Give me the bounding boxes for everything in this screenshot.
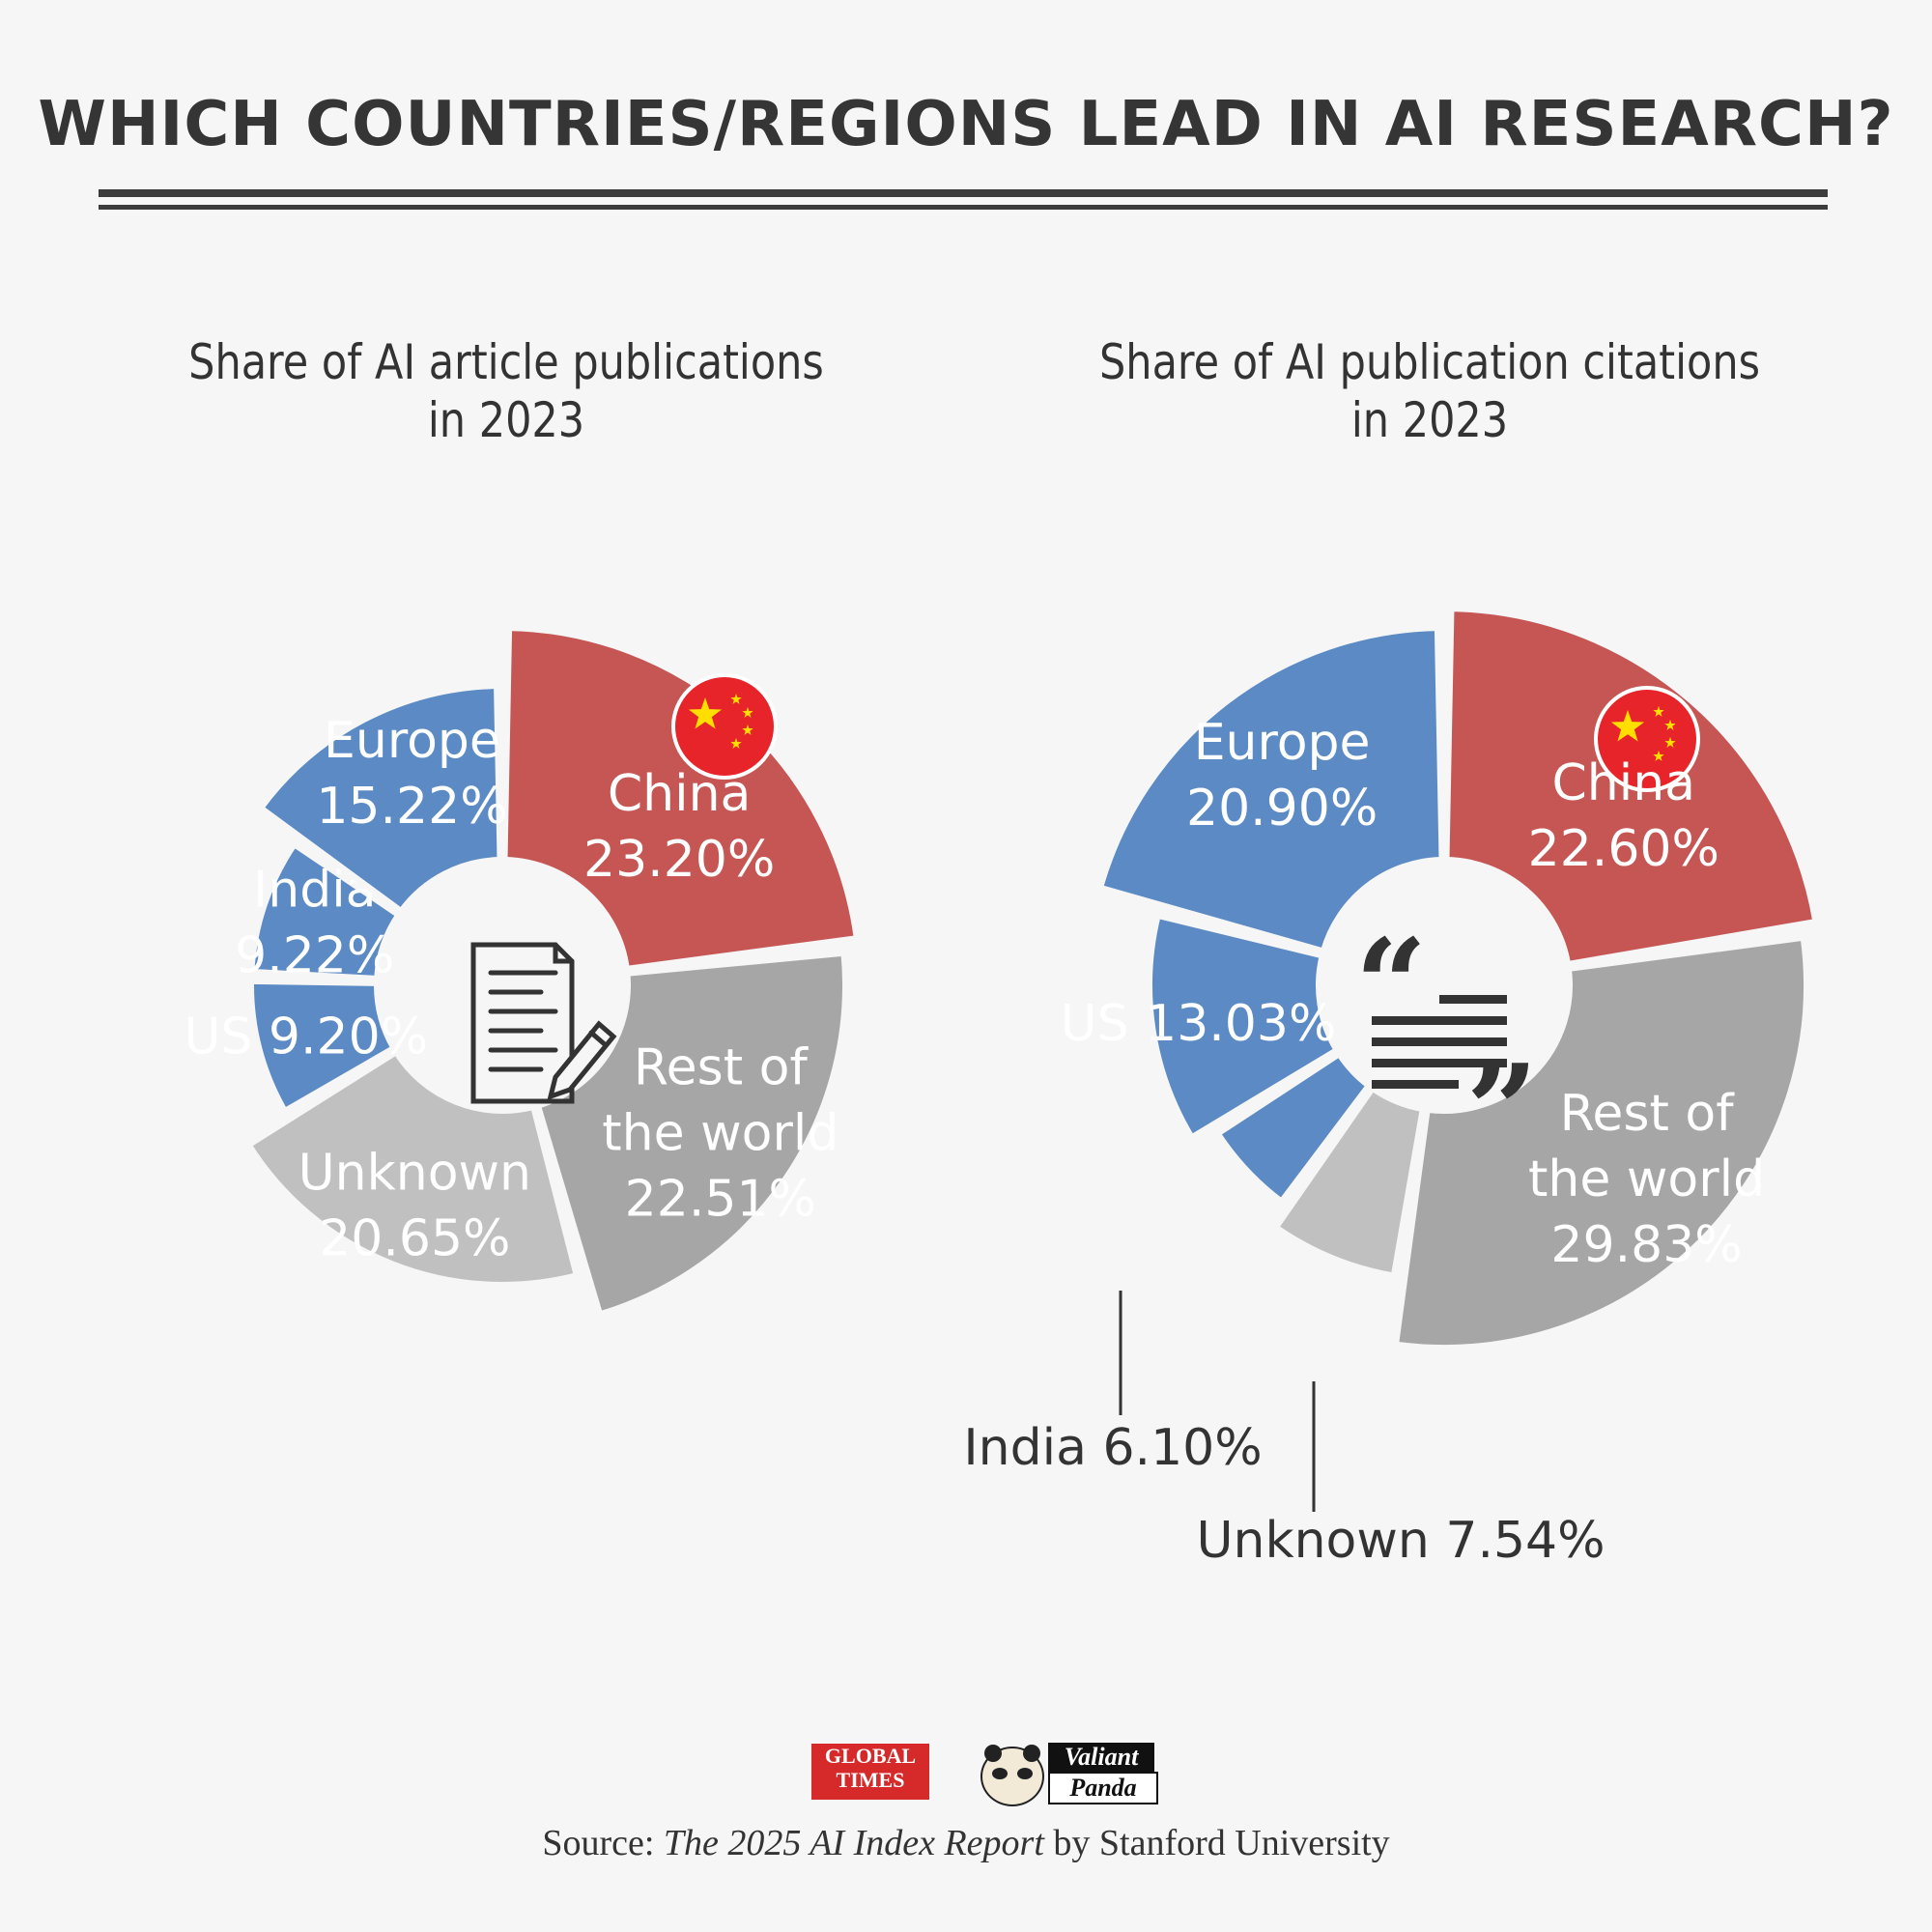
svg-text:“: “	[1355, 911, 1428, 1059]
flag-star-icon	[688, 697, 723, 729]
svg-text:”: ”	[1466, 1037, 1539, 1184]
chart2-label-us: US 13.03%	[1061, 995, 1337, 1053]
flag-star-icon	[1653, 751, 1664, 761]
flag-star-icon	[1653, 706, 1664, 717]
chart1-slice-europe	[258, 683, 503, 915]
panda-face-icon	[980, 1745, 1044, 1806]
chart1-label-unknown: 20.65%	[319, 1210, 510, 1268]
chart1-slice-us	[248, 978, 397, 1115]
document-pencil-icon	[470, 942, 617, 1104]
valiant-panda-logo-line2: Panda	[1048, 1772, 1158, 1804]
chart1-label-rest-of-the-world: the world	[602, 1105, 838, 1163]
chart2-china-flag-icon	[1594, 686, 1700, 792]
chart1-slice-unknown	[245, 1049, 580, 1288]
chart2-slice-us	[1147, 912, 1340, 1141]
flag-star-icon	[742, 707, 753, 718]
right-chart-title: Share of AI publication citations in 202…	[1056, 333, 1804, 449]
chart2-slice-rest-of-the-world	[1393, 934, 1809, 1350]
left-chart-title: Share of AI article publications in 2023	[132, 333, 880, 449]
left-chart-title-line2: in 2023	[427, 392, 585, 448]
quote-icon: “”	[1355, 911, 1539, 1184]
chart2-label-china: 22.60%	[1528, 820, 1719, 878]
chart1-label-india: 9.22%	[235, 927, 394, 985]
source-note: Source: The 2025 AI Index Report by Stan…	[0, 1822, 1932, 1864]
chart2-label-china: China	[1551, 754, 1695, 812]
chart1-slice-china	[501, 625, 860, 972]
flag-star-icon	[742, 724, 753, 735]
chart1-china-flag-icon	[671, 673, 778, 780]
flag-star-icon	[730, 694, 742, 704]
flag-star-icon	[1610, 710, 1645, 742]
chart2-label-rest-of-the-world: 29.83%	[1550, 1216, 1742, 1274]
chart1-label-europe: Europe	[324, 712, 500, 770]
chart1-label-china: China	[608, 765, 752, 823]
main-title: WHICH COUNTRIES/REGIONS LEAD IN AI RESEA…	[38, 89, 1894, 160]
chart2-slice-unknown	[1272, 1085, 1426, 1279]
panda-ear-icon	[984, 1745, 1002, 1762]
flag-star-icon	[1664, 720, 1676, 730]
valiant-panda-logo: Valiant Panda	[980, 1739, 1158, 1806]
chart1-label-rest-of-the-world: Rest of	[634, 1039, 810, 1097]
logos: GLOBAL TIMES Valiant Panda	[811, 1739, 1159, 1806]
panda-eye-icon	[992, 1768, 1008, 1779]
chart1-label-us: US 9.20%	[184, 1009, 428, 1066]
right-chart-title-line2: in 2023	[1350, 392, 1509, 448]
chart2-callout-unknown: Unknown 7.54%	[1196, 1512, 1605, 1570]
chart2-label-rest-of-the-world: the world	[1528, 1151, 1765, 1208]
chart2-callout-india: India 6.10%	[963, 1419, 1262, 1477]
left-chart-title-line1: Share of AI article publications	[188, 334, 824, 390]
title-rule-thick	[99, 189, 1828, 197]
valiant-panda-logo-line1: Valiant	[1048, 1743, 1154, 1772]
title-rule-thin	[99, 205, 1828, 210]
source-prefix: Source:	[542, 1823, 664, 1863]
chart1-slice-rest-of-the-world	[535, 950, 848, 1318]
chart2-slice-india	[1214, 1051, 1372, 1205]
chart1-slice-india	[248, 841, 402, 981]
source-report-title: The 2025 AI Index Report	[663, 1823, 1044, 1863]
panda-ear-icon	[1023, 1745, 1040, 1762]
global-times-logo-line2: TIMES	[836, 1768, 905, 1792]
global-times-logo-line1: GLOBAL	[824, 1744, 917, 1768]
panda-eye-icon	[1017, 1768, 1033, 1779]
chart2-label-europe: Europe	[1194, 714, 1371, 772]
chart1-label-china: 23.20%	[583, 831, 775, 889]
flag-star-icon	[730, 738, 742, 749]
chart2-label-europe: 20.90%	[1186, 780, 1378, 838]
chart2-label-rest-of-the-world: Rest of	[1560, 1085, 1736, 1143]
flag-star-icon	[1664, 737, 1676, 748]
global-times-logo: GLOBAL TIMES	[811, 1744, 929, 1800]
chart1-label-europe: 15.22%	[316, 778, 507, 836]
chart2-slice-europe	[1097, 625, 1445, 954]
source-suffix: by Stanford University	[1043, 1823, 1390, 1863]
chart1-label-rest-of-the-world: 22.51%	[625, 1171, 816, 1229]
chart1-label-unknown: Unknown	[298, 1145, 531, 1203]
right-chart-title-line1: Share of AI publication citations	[1099, 334, 1760, 390]
